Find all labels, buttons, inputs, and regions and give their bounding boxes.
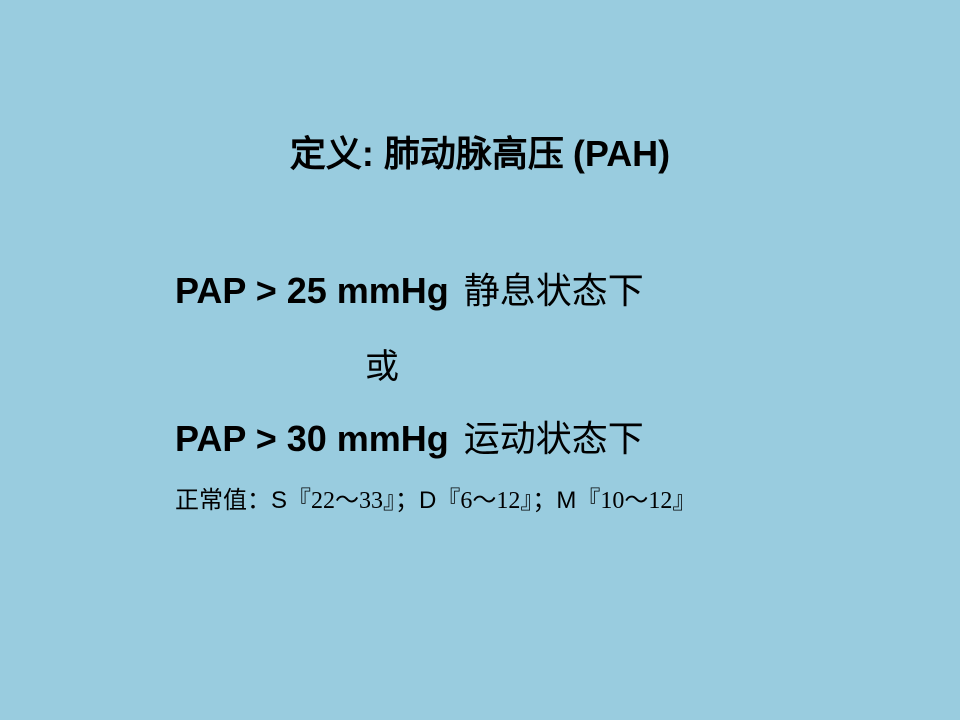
slide-title: 定义: 肺动脉高压 (PAH)	[175, 125, 785, 177]
m-range: 『10～12』	[576, 488, 696, 514]
title-colon: :	[362, 133, 384, 174]
title-prefix: 定义	[290, 134, 362, 174]
title-abbrev: (PAH)	[573, 133, 670, 174]
criterion-measure: PAP > 30 mmHg	[175, 418, 449, 459]
criterion-condition: 运动状态下	[464, 419, 644, 459]
s-range: 『22～33』	[287, 488, 395, 514]
slide-content: 定义: 肺动脉高压 (PAH) PAP > 25 mmHg 静息状态下 或 PAP…	[175, 125, 785, 515]
criterion-exercise: PAP > 30 mmHg 运动状态下	[175, 410, 785, 462]
sep2: ；	[532, 488, 556, 514]
d-range: 『6～12』	[436, 488, 532, 514]
m-label: M	[556, 487, 576, 514]
d-label: D	[419, 487, 436, 514]
title-body: 肺动脉高压	[384, 134, 573, 174]
criterion-condition: 静息状态下	[464, 271, 644, 311]
sep1: ；	[395, 488, 419, 514]
normal-values: 正常值：S『22～33』；D『6～12』；M『10～12』	[175, 480, 785, 515]
criterion-measure: PAP > 25 mmHg	[175, 270, 449, 311]
connector-or: 或	[365, 339, 785, 388]
criterion-rest: PAP > 25 mmHg 静息状态下	[175, 262, 785, 314]
normal-label: 正常值：	[175, 488, 271, 514]
s-label: S	[271, 487, 287, 514]
